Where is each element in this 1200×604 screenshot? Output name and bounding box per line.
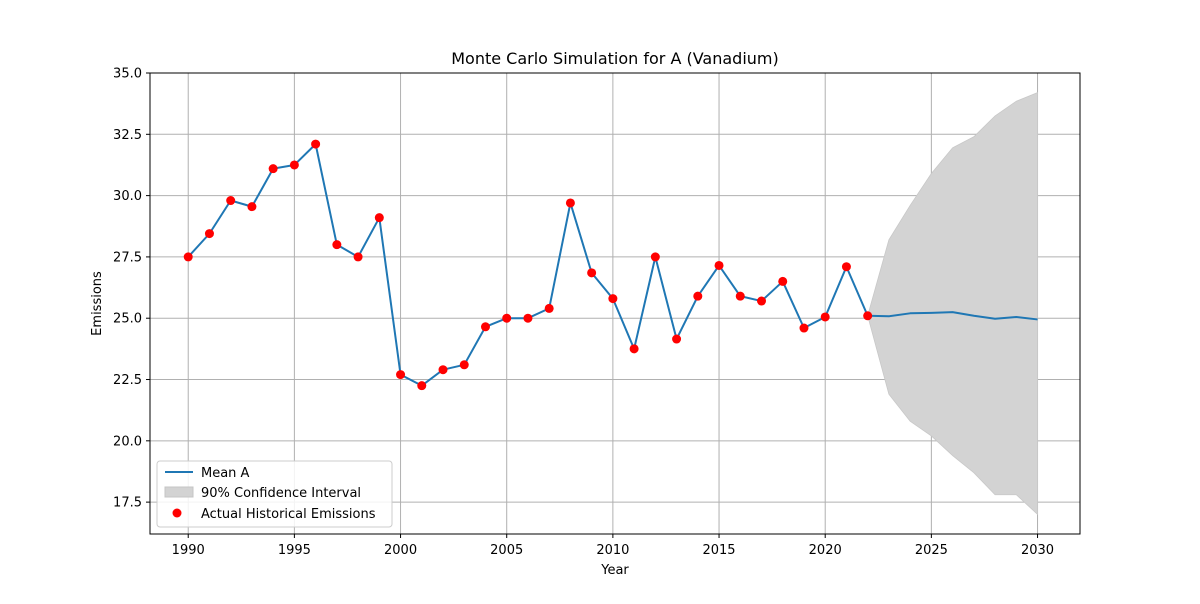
- actual-point-2018: [778, 276, 788, 286]
- actual-point-1992: [226, 196, 236, 206]
- actual-point-2011: [629, 344, 639, 354]
- actual-point-2008: [565, 198, 575, 208]
- y-tick-label-2: 22.5: [113, 373, 142, 388]
- confidence-interval-band: [867, 92, 1038, 516]
- actual-point-2003: [459, 360, 469, 370]
- x-axis-label: Year: [600, 563, 629, 578]
- legend: Mean A 90% Confidence Interval Actual Hi…: [156, 460, 393, 528]
- legend-box: [156, 460, 393, 528]
- y-axis-ticks: 17.5 20.0 22.5 25.0 27.5 30.0 32.5 35.0: [113, 67, 150, 511]
- actual-point-2021: [841, 262, 851, 272]
- x-tick-label-2000: 2000: [384, 543, 417, 558]
- actual-point-2009: [587, 268, 597, 278]
- actual-point-2004: [480, 322, 490, 332]
- actual-point-1994: [268, 164, 278, 174]
- legend-mean-label: Mean A: [201, 466, 250, 481]
- actual-point-2013: [672, 334, 682, 344]
- actual-point-2017: [757, 296, 767, 306]
- x-tick-label-2005: 2005: [490, 543, 523, 558]
- y-axis-label: Emissions: [90, 271, 105, 336]
- x-tick-label-2025: 2025: [915, 543, 948, 558]
- actual-point-2005: [502, 313, 512, 323]
- legend-actual-swatch: [172, 508, 182, 518]
- actual-point-2000: [396, 370, 406, 380]
- actual-point-1996: [311, 139, 321, 149]
- plot-area-frame: [149, 72, 1081, 535]
- x-axis-ticks: 1990 1995 2000 2005 2010 2015 2020 2025 2030: [172, 534, 1054, 558]
- actual-point-2007: [544, 303, 554, 313]
- y-tick-label-3: 25.0: [113, 312, 142, 327]
- actual-point-1995: [289, 160, 299, 170]
- actual-point-1991: [204, 229, 214, 239]
- x-tick-label-2020: 2020: [809, 543, 842, 558]
- actual-point-2019: [799, 323, 809, 333]
- actual-point-2001: [417, 381, 427, 391]
- actual-point-2016: [735, 291, 745, 301]
- confidence-interval-area: [867, 92, 1038, 516]
- actual-point-1993: [247, 202, 257, 212]
- actual-point-2010: [608, 294, 618, 304]
- y-tick-label-0: 17.5: [113, 496, 142, 511]
- actual-point-1997: [332, 240, 342, 250]
- actual-emissions-points: [183, 139, 873, 391]
- actual-point-2006: [523, 313, 533, 323]
- actual-point-2012: [650, 252, 660, 262]
- actual-point-2022: [863, 311, 873, 321]
- y-tick-label-1: 20.0: [113, 434, 142, 449]
- actual-point-2002: [438, 365, 448, 375]
- legend-actual-label: Actual Historical Emissions: [201, 507, 376, 522]
- x-tick-label-2010: 2010: [596, 543, 629, 558]
- y-tick-label-4: 27.5: [113, 250, 142, 265]
- x-tick-label-1990: 1990: [172, 543, 205, 558]
- actual-point-2015: [714, 260, 724, 270]
- y-tick-label-7: 35.0: [113, 67, 142, 82]
- x-tick-label-2030: 2030: [1021, 543, 1054, 558]
- x-tick-label-2015: 2015: [702, 543, 735, 558]
- chart-title: Monte Carlo Simulation for A (Vanadium): [451, 49, 779, 68]
- actual-point-2020: [820, 312, 830, 322]
- y-tick-label-5: 30.0: [113, 189, 142, 204]
- legend-ci-swatch: [164, 486, 194, 498]
- actual-point-2014: [693, 291, 703, 301]
- actual-point-1990: [183, 252, 193, 262]
- legend-ci-label: 90% Confidence Interval: [201, 486, 361, 501]
- actual-point-1998: [353, 252, 363, 262]
- actual-point-1999: [374, 213, 384, 223]
- x-tick-label-1995: 1995: [278, 543, 311, 558]
- y-tick-label-6: 32.5: [113, 128, 142, 143]
